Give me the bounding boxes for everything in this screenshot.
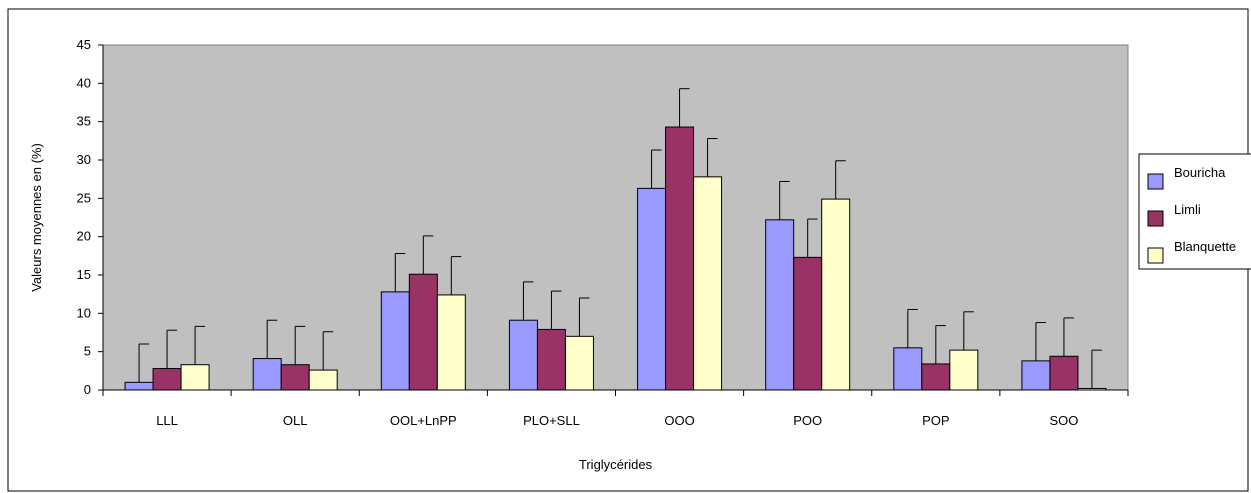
y-tick-label: 35 xyxy=(77,114,91,129)
bars-layer xyxy=(124,126,1107,391)
error-bar-limli-oll xyxy=(294,325,306,365)
y-tick-label: 25 xyxy=(77,190,91,205)
y-tick-label: 20 xyxy=(77,229,91,244)
y-tick-label: 45 xyxy=(77,37,91,52)
y-tick-label: 10 xyxy=(77,305,91,320)
error-bar-blanquette-ooo xyxy=(707,138,718,177)
error-bar-limli-ool-lnpp xyxy=(422,235,434,275)
bar-bouricha-lll xyxy=(124,381,154,391)
bar-blanquette-poo xyxy=(821,198,851,391)
y-tick-label: 15 xyxy=(77,267,91,282)
axes-layer: 0 5 10 15 20 25 30 35 40 45 LLL OLL OOL+LnPP PLO+SLL O… xyxy=(77,37,1129,428)
legend-swatch-blanquette xyxy=(1147,247,1164,264)
bar-blanquette-oll xyxy=(308,369,338,391)
y-axis-title: Valeurs moyennes en (%) xyxy=(29,143,44,292)
error-bar-limli-pop xyxy=(935,325,946,364)
bar-bouricha-ooo xyxy=(637,187,667,391)
bar-bouricha-oll xyxy=(252,358,282,391)
error-bar-limli-soo xyxy=(1063,317,1074,357)
error-bar-limli-poo xyxy=(807,218,818,258)
x-tick-label: POO xyxy=(793,413,822,428)
y-tick-label: 30 xyxy=(77,152,91,167)
x-tick-label: POP xyxy=(922,413,949,428)
legend-swatch-limli xyxy=(1147,210,1164,227)
bar-limli-poo xyxy=(793,256,823,391)
error-bar-blanquette-soo xyxy=(1091,349,1102,389)
error-bar-limli-lll xyxy=(166,329,178,369)
error-bar-blanquette-oll xyxy=(322,331,334,371)
x-tick-label: LLL xyxy=(156,413,178,428)
y-tick-label: 40 xyxy=(77,75,91,90)
bar-bouricha-plo-sll xyxy=(508,319,538,391)
bar-limli-ool-lnpp xyxy=(408,273,438,391)
error-bar-bouricha-pop xyxy=(907,309,918,348)
bar-limli-pop xyxy=(921,363,951,391)
legend-swatch-bouricha xyxy=(1147,173,1164,190)
legend-label-bouricha: Bouricha xyxy=(1174,165,1226,180)
error-bar-bouricha-lll xyxy=(138,343,150,383)
error-bar-blanquette-ool-lnpp xyxy=(450,256,462,295)
error-bar-bouricha-oll xyxy=(266,319,278,359)
legend: Bouricha Limli Blanquette xyxy=(1138,153,1251,270)
bar-blanquette-lll xyxy=(180,364,210,391)
error-bar-blanquette-poo xyxy=(835,160,846,200)
error-bar-blanquette-lll xyxy=(194,325,206,365)
bar-blanquette-ool-lnpp xyxy=(436,294,466,391)
error-bar-bouricha-plo-sll xyxy=(522,281,534,321)
error-bar-blanquette-pop xyxy=(963,311,974,351)
error-bar-bouricha-ooo xyxy=(651,149,662,189)
x-tick-label: PLO+SLL xyxy=(523,413,580,428)
bar-limli-ooo xyxy=(665,126,695,391)
error-bar-bouricha-soo xyxy=(1035,322,1046,361)
bar-bouricha-poo xyxy=(765,219,795,391)
y-tick-label: 5 xyxy=(84,344,91,359)
legend-label-blanquette: Blanquette xyxy=(1174,239,1236,254)
error-bars-layer xyxy=(138,88,1102,389)
error-bar-bouricha-ool-lnpp xyxy=(394,253,406,292)
legend-label-limli: Limli xyxy=(1174,202,1201,217)
x-tick-label: OOL+LnPP xyxy=(390,413,457,428)
error-bar-bouricha-poo xyxy=(779,180,790,220)
plot-area xyxy=(102,44,1129,391)
error-bar-limli-plo-sll xyxy=(550,290,562,330)
bar-limli-lll xyxy=(152,368,182,391)
bar-blanquette-pop xyxy=(949,349,979,391)
x-axis-title: Triglycérides xyxy=(579,457,653,472)
bar-bouricha-ool-lnpp xyxy=(380,291,410,391)
bar-bouricha-pop xyxy=(893,347,923,391)
x-tick-label: SOO xyxy=(1049,413,1078,428)
x-tick-label: OOO xyxy=(664,413,694,428)
bar-blanquette-ooo xyxy=(693,176,723,391)
error-bar-blanquette-plo-sll xyxy=(578,297,590,337)
bar-limli-soo xyxy=(1049,355,1079,391)
bar-limli-plo-sll xyxy=(536,328,566,391)
bar-bouricha-soo xyxy=(1021,360,1051,391)
bar-blanquette-plo-sll xyxy=(564,335,594,391)
y-tick-label: 0 xyxy=(84,382,91,397)
bar-limli-oll xyxy=(280,364,310,391)
x-tick-label: OLL xyxy=(283,413,308,428)
error-bar-limli-ooo xyxy=(679,88,690,128)
